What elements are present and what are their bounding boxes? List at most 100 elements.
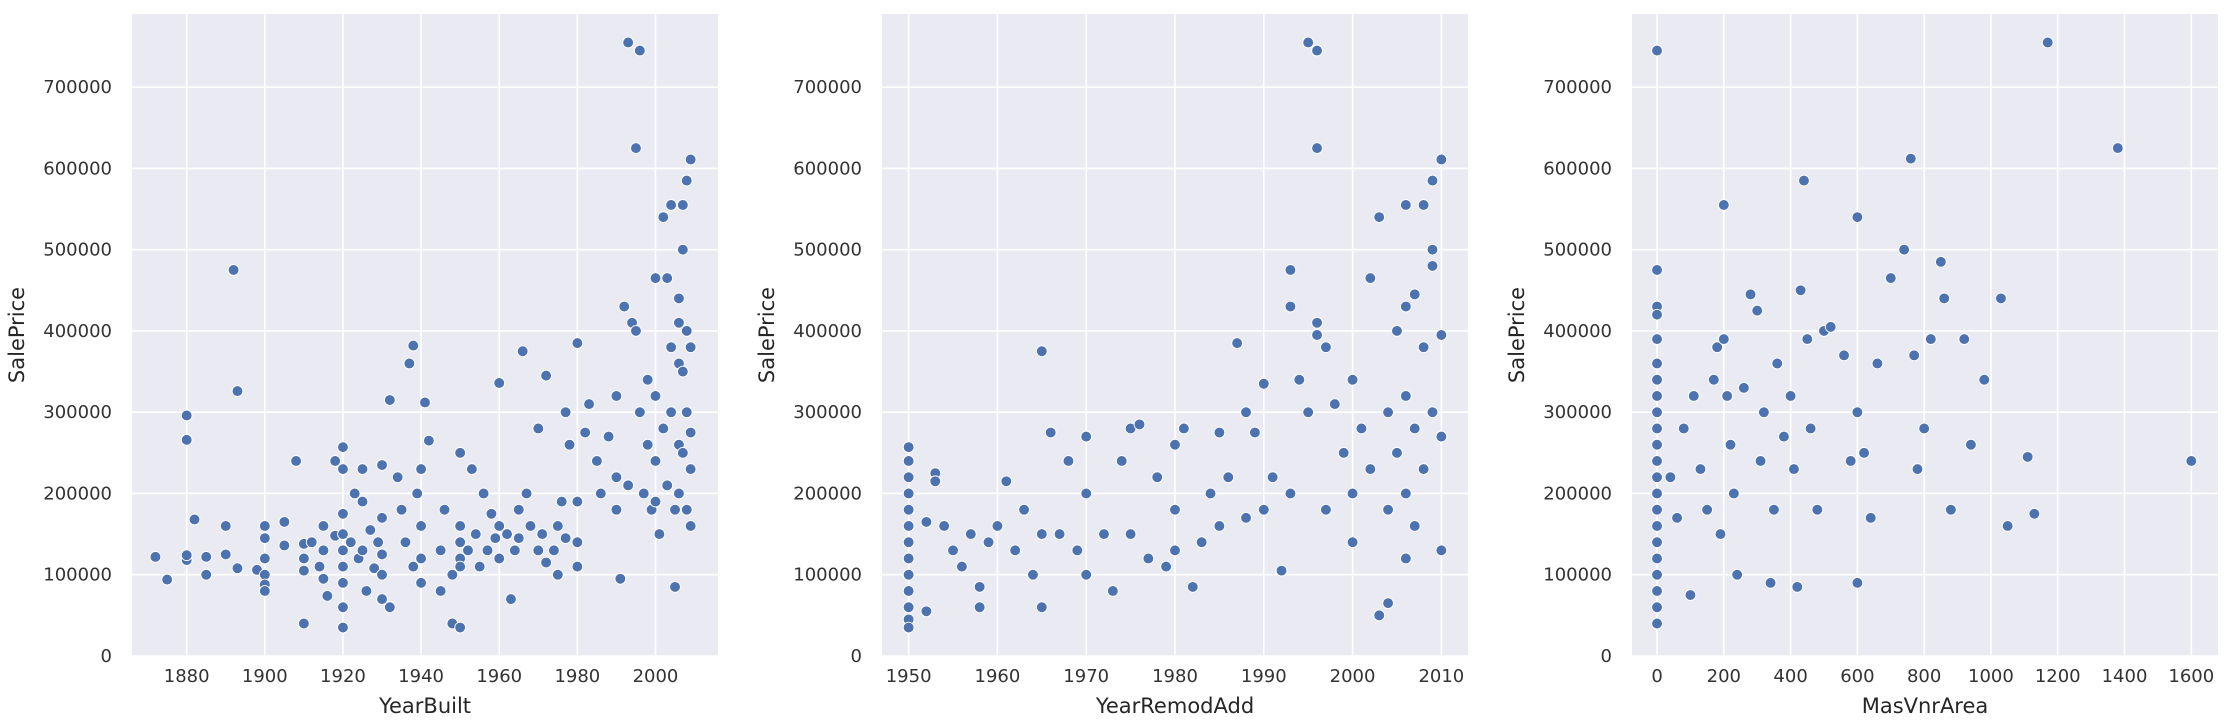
data-point <box>680 325 693 337</box>
data-point <box>1694 463 1707 475</box>
data-point <box>1391 446 1403 459</box>
data-point <box>1858 446 1870 459</box>
data-point <box>1978 373 1991 386</box>
data-point <box>684 341 697 354</box>
x-tick-label: 1980 <box>1152 666 1198 687</box>
data-point <box>1124 528 1137 540</box>
data-point <box>1717 333 1730 345</box>
scatter-points <box>902 36 1448 634</box>
data-point <box>1053 528 1066 540</box>
data-point <box>372 536 384 549</box>
data-point <box>669 581 681 593</box>
data-point <box>657 211 670 224</box>
data-point <box>415 520 427 532</box>
data-point <box>657 422 670 435</box>
data-point <box>1435 153 1448 166</box>
data-point <box>1651 390 1663 402</box>
x-axis-label: YearBuilt <box>378 694 471 718</box>
x-tick-label: 1920 <box>320 666 366 687</box>
data-point <box>1727 487 1740 500</box>
data-point <box>356 463 369 475</box>
data-point <box>1399 487 1412 500</box>
data-point <box>610 390 623 402</box>
data-point <box>555 495 568 508</box>
data-point <box>964 528 977 540</box>
data-point <box>1784 390 1797 402</box>
data-point <box>1284 300 1297 313</box>
data-point <box>1408 422 1421 435</box>
data-point <box>1169 503 1181 516</box>
data-point <box>219 548 232 561</box>
data-point <box>1664 471 1677 484</box>
data-point <box>1284 487 1297 500</box>
data-point <box>1898 243 1910 256</box>
x-axis-label: YearRemodAdd <box>1095 694 1254 718</box>
data-point <box>423 434 435 447</box>
data-point <box>653 528 666 540</box>
data-point <box>602 430 615 443</box>
data-point <box>684 463 697 475</box>
y-tick-label: 0 <box>1601 646 1612 667</box>
data-point <box>991 520 1004 532</box>
data-point <box>1935 256 1947 268</box>
data-point <box>1426 406 1439 419</box>
data-point <box>231 385 244 397</box>
data-point <box>618 300 631 313</box>
data-point <box>661 272 674 284</box>
data-point <box>219 520 232 532</box>
data-point <box>337 601 349 614</box>
data-point <box>415 577 427 589</box>
data-point <box>929 475 942 488</box>
data-point <box>1328 398 1341 410</box>
data-point <box>1382 503 1394 516</box>
y-tick-label: 400000 <box>43 321 112 342</box>
data-point <box>680 174 693 187</box>
data-point <box>1651 406 1663 419</box>
x-tick-label: 1990 <box>1241 666 1287 687</box>
y-tick-label: 400000 <box>1543 321 1612 342</box>
data-point <box>669 503 681 516</box>
data-point <box>1945 503 1957 516</box>
data-point <box>1364 463 1377 475</box>
y-tick-label: 700000 <box>1543 77 1612 98</box>
data-point <box>902 552 915 565</box>
data-point <box>1764 577 1777 589</box>
data-point <box>1266 471 1279 484</box>
data-point <box>548 544 560 557</box>
data-point <box>1651 585 1663 597</box>
data-point <box>684 426 697 439</box>
data-point <box>1222 471 1235 484</box>
plot-area <box>1632 14 2218 656</box>
x-tick-label: 1940 <box>398 666 444 687</box>
data-point <box>317 520 330 532</box>
data-point <box>1804 422 1817 435</box>
x-tick-label: 800 <box>1907 666 1941 687</box>
data-point <box>2028 507 2041 520</box>
data-point <box>1417 463 1430 475</box>
data-point <box>1435 544 1448 557</box>
data-point <box>673 292 685 305</box>
data-point <box>337 560 349 573</box>
scatter-points <box>149 36 697 634</box>
data-point <box>2041 36 2054 49</box>
data-point <box>1062 455 1075 467</box>
x-tick-label: 0 <box>1651 666 1662 687</box>
gridlines <box>132 14 718 657</box>
data-point <box>1651 308 1663 321</box>
y-tick-label: 500000 <box>793 240 862 261</box>
data-point <box>1651 44 1663 57</box>
data-point <box>305 536 318 549</box>
data-point <box>1399 300 1412 313</box>
data-point <box>337 577 349 589</box>
data-point <box>902 455 915 467</box>
data-point <box>902 536 915 549</box>
data-point <box>1651 373 1663 386</box>
data-point <box>376 511 388 524</box>
x-tick-label: 2000 <box>1330 666 1376 687</box>
data-point <box>641 373 654 386</box>
data-point <box>1724 438 1737 451</box>
data-point <box>419 396 431 409</box>
data-point <box>161 573 174 586</box>
data-point <box>317 544 330 557</box>
